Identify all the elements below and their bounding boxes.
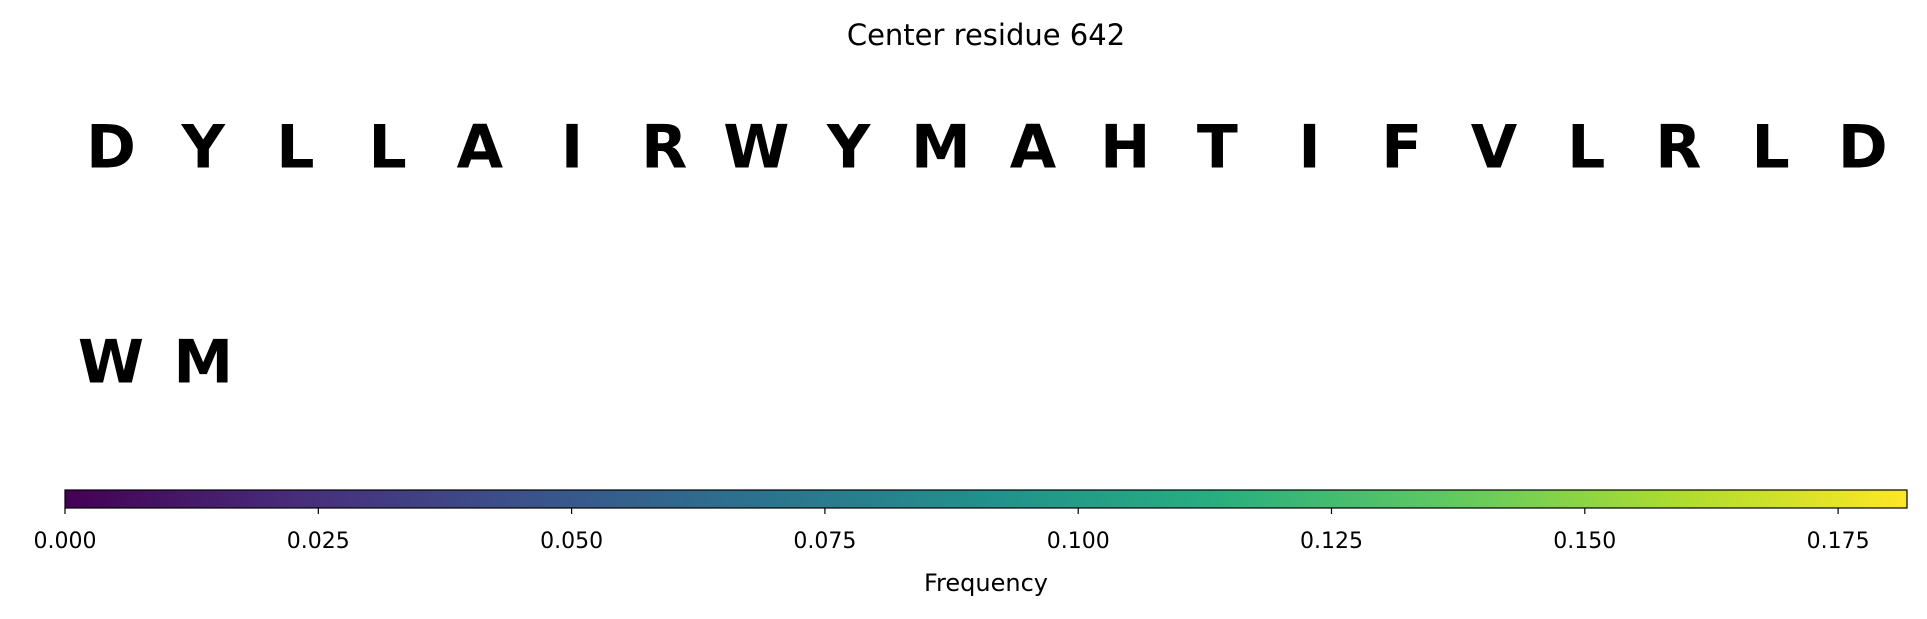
residue: A bbox=[1010, 113, 1057, 183]
residue: A bbox=[457, 113, 504, 183]
residue: H bbox=[1100, 113, 1150, 183]
tick-label: 0.150 bbox=[1553, 529, 1616, 554]
tick-label: 0.000 bbox=[34, 529, 97, 554]
residue: R bbox=[1655, 113, 1701, 183]
residue: T bbox=[1197, 113, 1238, 183]
residue: I bbox=[561, 113, 583, 183]
residue: L bbox=[368, 113, 406, 183]
residue: D bbox=[86, 113, 136, 183]
tick-label: 0.075 bbox=[793, 529, 856, 554]
tick-label: 0.125 bbox=[1300, 529, 1363, 554]
residue: M bbox=[173, 328, 233, 398]
residue: W bbox=[723, 113, 789, 183]
residue: Y bbox=[180, 113, 226, 183]
residue: R bbox=[641, 113, 687, 183]
tick-label: 0.100 bbox=[1047, 529, 1110, 554]
residue: L bbox=[1567, 113, 1605, 183]
colorbar-label: Frequency bbox=[924, 569, 1048, 597]
colorbar bbox=[64, 489, 1908, 509]
residue: L bbox=[1751, 113, 1789, 183]
residue: W bbox=[78, 328, 144, 398]
residue: L bbox=[276, 113, 314, 183]
residue: Y bbox=[826, 113, 872, 183]
tick-label: 0.025 bbox=[287, 529, 350, 554]
residue: F bbox=[1381, 113, 1422, 183]
tick-label: 0.175 bbox=[1807, 529, 1870, 554]
tick-label: 0.050 bbox=[540, 529, 603, 554]
residue: D bbox=[1838, 113, 1888, 183]
residue: M bbox=[911, 113, 971, 183]
residue: I bbox=[1298, 113, 1320, 183]
chart-title: Center residue 642 bbox=[847, 18, 1125, 52]
residue: V bbox=[1471, 113, 1518, 183]
